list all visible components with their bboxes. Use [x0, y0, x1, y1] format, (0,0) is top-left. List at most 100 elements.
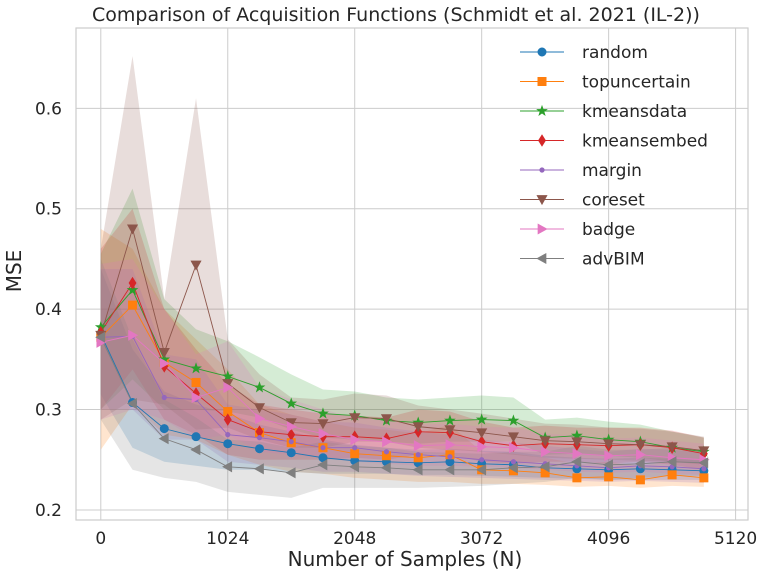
point-coreset — [253, 403, 266, 414]
series-markers — [94, 224, 710, 485]
legend-label-kmeansdata: kmeansdata — [582, 102, 687, 122]
y-tick-label: 0.6 — [35, 99, 62, 119]
point-topuncertain — [191, 377, 201, 387]
chart-title: Comparison of Acquisition Functions (Sch… — [92, 4, 700, 26]
point-coreset — [571, 437, 583, 448]
line-badge — [100, 334, 704, 461]
point-advbim — [126, 397, 137, 410]
point-margin — [288, 439, 294, 445]
y-axis-label: MSE — [2, 250, 26, 293]
line-kmeansdata — [100, 289, 704, 453]
point-kmeansdata — [507, 414, 520, 426]
legend-label-margin: margin — [582, 161, 642, 181]
legend-label-coreset: coreset — [582, 191, 645, 211]
line-advbim — [100, 337, 704, 474]
point-coreset — [539, 436, 551, 447]
point-badge — [159, 357, 170, 369]
point-badge — [318, 428, 329, 440]
legend-marker-badge — [537, 223, 548, 235]
point-kmeansdata — [317, 407, 329, 419]
line-random — [100, 334, 704, 472]
series-lines — [100, 227, 704, 481]
x-tick-label: 5120 — [714, 529, 757, 549]
point-advbim — [158, 433, 169, 445]
point-advbim — [190, 444, 201, 456]
point-kmeansdata — [126, 283, 139, 296]
point-margin — [383, 449, 390, 455]
point-badge — [286, 421, 297, 433]
point-margin — [701, 466, 707, 472]
legend-marker-random — [537, 47, 547, 57]
point-coreset — [317, 419, 329, 430]
point-topuncertain — [667, 470, 677, 480]
point-badge — [604, 450, 615, 462]
y-tick-label: 0.5 — [35, 200, 62, 220]
point-topuncertain — [350, 449, 360, 459]
point-random — [286, 448, 296, 458]
point-coreset — [603, 439, 615, 450]
legend-marker-kmeansembed — [538, 134, 546, 147]
point-advbim — [634, 458, 645, 470]
point-topuncertain — [699, 473, 709, 483]
point-advbim — [412, 464, 423, 476]
point-advbim — [476, 464, 487, 476]
band-advbim — [100, 258, 704, 498]
point-margin — [510, 459, 517, 465]
point-advbim — [444, 464, 455, 476]
x-tick-label: 4096 — [587, 529, 630, 549]
point-advbim — [507, 462, 518, 474]
point-coreset — [507, 432, 519, 443]
point-badge — [477, 441, 488, 453]
point-badge — [350, 434, 361, 446]
legend-marker-margin — [539, 167, 545, 173]
point-badge — [413, 440, 424, 452]
point-badge — [572, 448, 583, 460]
point-kmeansdata — [253, 381, 266, 393]
point-random — [223, 439, 233, 449]
point-margin — [225, 432, 231, 438]
point-topuncertain — [604, 472, 614, 482]
point-advbim — [698, 457, 709, 469]
x-tick-label: 2048 — [333, 529, 376, 549]
point-margin — [320, 445, 326, 451]
point-kmeansembed — [128, 276, 137, 290]
plot-frame — [75, 27, 749, 521]
y-tick-label: 0.3 — [35, 401, 62, 421]
band-topuncertain — [100, 228, 704, 488]
point-badge — [540, 446, 551, 458]
point-advbim — [666, 456, 677, 468]
point-badge — [128, 329, 139, 341]
legend-marker-coreset — [536, 195, 548, 206]
band-badge — [100, 258, 704, 475]
y-tick-label: 0.4 — [35, 300, 62, 320]
point-coreset — [444, 425, 456, 436]
point-random — [191, 432, 201, 442]
point-coreset — [476, 428, 488, 439]
point-advbim — [539, 461, 550, 473]
point-topuncertain — [572, 473, 582, 483]
legend-label-topuncertain: topuncertain — [582, 73, 691, 93]
point-kmeansdata — [221, 370, 234, 382]
point-kmeansdata — [190, 362, 202, 374]
legend-label-advbim: advBIM — [582, 250, 645, 270]
band-margin — [100, 268, 704, 483]
point-margin — [161, 394, 167, 401]
point-margin — [447, 454, 453, 460]
legend: random topuncertain kmeansdata kmeansembed m… — [520, 43, 708, 270]
point-random — [254, 444, 264, 454]
x-axis-ticks: 0 1024 2048 3072 4096 5120 — [95, 529, 757, 549]
point-coreset — [380, 414, 393, 425]
point-kmeansdata — [285, 397, 298, 409]
legend-label-kmeansembed: kmeansembed — [582, 132, 708, 152]
point-coreset — [698, 446, 710, 457]
point-margin — [479, 457, 485, 463]
line-kmeansembed — [100, 282, 704, 455]
point-kmeansembed — [223, 413, 232, 426]
legend-label-badge: badge — [582, 220, 635, 240]
point-topuncertain — [635, 475, 645, 485]
legend-marker-kmeansdata — [536, 104, 548, 116]
point-random — [159, 424, 169, 434]
point-badge — [509, 442, 520, 454]
point-badge — [191, 391, 202, 404]
